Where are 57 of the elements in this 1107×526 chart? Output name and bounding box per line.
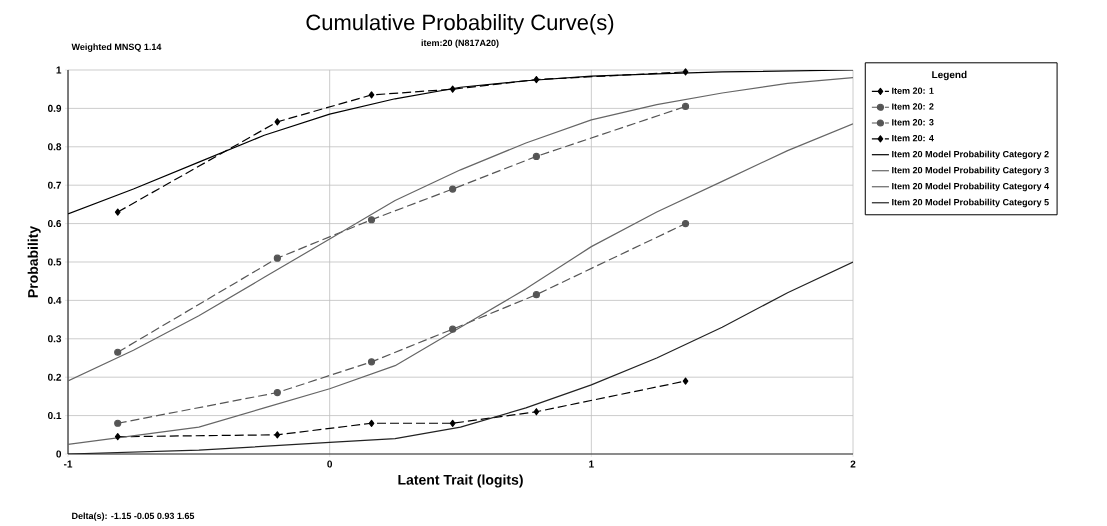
legend-label: Item 20: 1 (892, 87, 934, 94)
line-series (68, 77, 853, 382)
point (533, 408, 540, 416)
chart-title: Cumulative Probability Curve(s) (306, 14, 614, 35)
point (449, 325, 457, 333)
y-tick-label: 0.7 (47, 181, 62, 189)
text: Delta(s): -1.15 -0.05 0.93 1.65 (72, 512, 195, 521)
legend-label: Item 20 Model Probability Category 5 (892, 198, 1049, 208)
point (274, 431, 281, 439)
x-tick-label: 1 (589, 460, 594, 468)
line-series (68, 123, 853, 445)
point (368, 91, 375, 99)
point (114, 348, 122, 356)
point (449, 185, 457, 193)
point (368, 419, 375, 427)
legend-label: Item 20 Model Probability Category 2 (892, 150, 1049, 160)
x-tick-label: 0 (327, 460, 333, 468)
x-tick-label: 2 (850, 460, 856, 468)
line-series (68, 69, 853, 215)
y-tick-label: 0.5 (47, 258, 62, 266)
chart-subtitle: item:20 (N817A20) (421, 39, 499, 48)
point (273, 388, 281, 397)
point (681, 102, 690, 111)
y-tick-label: 0.8 (47, 143, 62, 151)
point (114, 419, 122, 427)
point (367, 358, 376, 366)
legend-label: Item 20: 4 (892, 134, 934, 142)
text: Weighted MNSQ 1.14 (71, 43, 162, 52)
point (449, 419, 456, 427)
point (114, 208, 121, 216)
y-tick-label: 1 (56, 66, 62, 74)
legend-label: Item 20 Model Probability Category 4 (892, 182, 1050, 192)
point (682, 377, 689, 385)
legend-label: Item 20 Model Probability Category 3 (892, 166, 1049, 176)
point (367, 216, 376, 224)
point (274, 118, 281, 126)
point (682, 68, 689, 76)
point (532, 291, 540, 299)
point (114, 433, 121, 441)
point (681, 219, 690, 228)
y-tick-label: 0.3 (47, 335, 62, 343)
y-tick-label: 0.6 (47, 220, 62, 228)
point (273, 254, 281, 262)
y-tick-label: 0.1 (47, 412, 62, 420)
point (449, 85, 456, 93)
x-axis-title: Latent Trait (logits) (398, 474, 523, 488)
legend-title: Legend (932, 70, 967, 81)
y-tick-label: 0.2 (47, 373, 62, 381)
y-tick-label: 0.9 (47, 104, 62, 112)
legend-label: Item 20: 2 (892, 103, 934, 110)
y-tick-label: 0 (56, 450, 62, 458)
y-tick-label: 0.4 (47, 296, 62, 304)
point (533, 75, 540, 84)
y-axis-title: Probability (27, 225, 41, 298)
legend-label: Item 20: 3 (892, 119, 934, 126)
point (532, 152, 540, 160)
x-tick-label: -1 (63, 460, 73, 468)
